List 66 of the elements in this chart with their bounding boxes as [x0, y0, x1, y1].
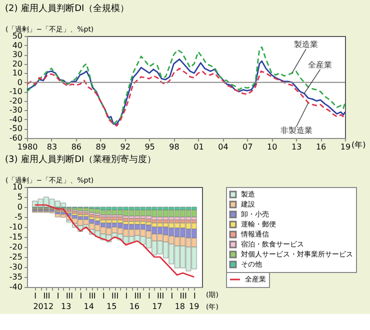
y-tick-label: 0: [17, 202, 22, 212]
x-axis-title: (年): [352, 140, 366, 150]
y-tick-label: 10: [12, 182, 22, 192]
x-tick-label: I: [148, 292, 150, 300]
x-tick-label: 13: [291, 142, 302, 152]
text: 15: [106, 302, 117, 311]
x-tick-label: 92: [120, 142, 130, 152]
y-tick-label: -5: [14, 212, 22, 222]
x-tick-label: III: [88, 292, 96, 300]
y-tick-label: -40: [9, 114, 22, 124]
y-tick-label: -30: [9, 106, 22, 115]
y-tick-label: -25: [9, 252, 22, 262]
text: 16: [129, 302, 140, 311]
annotation: 全産業: [308, 60, 332, 70]
x-tick-label: I: [102, 292, 105, 300]
text: 13: [61, 302, 72, 311]
chart-title: (2) 雇用人員判断DI（全規模）: [5, 3, 130, 14]
x-tick-label: 86: [71, 142, 82, 152]
y-tick-label: 40: [12, 40, 22, 50]
y-tick-label: 0: [17, 78, 22, 87]
x-tick-label: 98: [169, 142, 180, 152]
x-tick-label: 83: [46, 142, 58, 152]
annotation: 非製造業: [280, 126, 312, 135]
text: 18: [174, 302, 186, 311]
x-tick-label: III: [43, 292, 50, 300]
x-tick-label: III: [66, 292, 74, 300]
x-tick-label: 01: [194, 142, 204, 152]
x-tick-label: 07: [242, 142, 253, 152]
y-tick-label: -35: [9, 272, 22, 282]
x-tick-label: III: [134, 292, 142, 300]
y-tick-label: -50: [9, 124, 22, 134]
text: 19: [189, 302, 200, 311]
x-tick-label: I: [34, 292, 37, 300]
y-tick-label: 30: [12, 50, 22, 60]
x-tick-label: III: [180, 292, 187, 300]
x-tick-label: 19: [340, 142, 351, 152]
y-tick-label: -20: [9, 96, 22, 106]
x-tick-label: I: [56, 292, 60, 300]
text: 17: [152, 302, 162, 311]
y-tick-label: 20: [12, 59, 22, 68]
y-tick-label: 10: [12, 68, 22, 78]
x-tick-label: 16: [316, 142, 326, 152]
y-tick-label: -10: [9, 87, 22, 96]
x-tick-label: I: [80, 292, 82, 300]
y-tick-label: -15: [9, 232, 22, 242]
y-tick-label: -10: [9, 222, 22, 232]
y-tick-label: -40: [9, 282, 22, 292]
y-tick-label: -30: [9, 262, 22, 272]
x-tick-label: I: [170, 292, 174, 300]
x-tick-label: 89: [96, 142, 106, 152]
x-tick-label: III: [111, 292, 119, 300]
y-tick-label: 5: [17, 192, 22, 202]
y-tick-label: 50: [12, 32, 22, 40]
chart-title: (3) 雇用人員判断DI（業種別寄与度）: [5, 154, 156, 165]
text: 2012: [33, 302, 54, 311]
x-tick-label: 10: [267, 142, 278, 152]
y-tick-label: -60: [9, 134, 22, 142]
x-tick-label: III: [156, 292, 164, 300]
x-tick-label: 04: [218, 142, 228, 152]
text: 14: [84, 302, 94, 311]
x-tick-label: 95: [144, 142, 155, 152]
x-tick-label: I: [125, 292, 128, 300]
y-tick-label: -20: [9, 242, 22, 252]
x-tick-label: 1980: [17, 142, 38, 152]
x-tick-label: I: [193, 292, 196, 300]
annotation: 製造業: [294, 40, 318, 50]
